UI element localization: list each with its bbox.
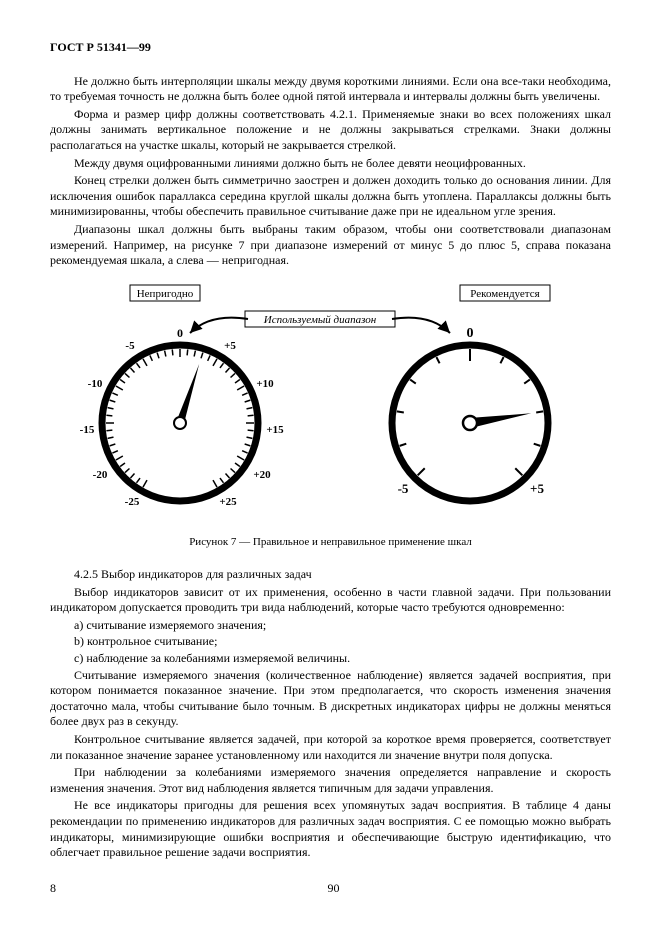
paragraph: Контрольное считывание является задачей,… bbox=[50, 732, 611, 763]
svg-text:+15: +15 bbox=[266, 424, 284, 436]
list-item-b: b) контрольное считывание; bbox=[50, 634, 611, 650]
svg-text:+5: +5 bbox=[530, 481, 544, 496]
paragraph: Форма и размер цифр должны соответствова… bbox=[50, 107, 611, 154]
paragraph: При наблюдении за колебаниями измеряемог… bbox=[50, 765, 611, 796]
page-number-left: 8 bbox=[50, 881, 56, 897]
svg-text:+5: +5 bbox=[224, 340, 236, 352]
svg-text:+20: +20 bbox=[253, 469, 271, 481]
svg-text:-5: -5 bbox=[125, 340, 135, 352]
label-used-range: Используемый диапазон bbox=[263, 314, 377, 326]
svg-text:0: 0 bbox=[467, 326, 474, 341]
page-number-center: 90 bbox=[328, 881, 340, 897]
paragraph: Не должно быть интерполяции шкалы между … bbox=[50, 74, 611, 105]
paragraph: Не все индикаторы пригодны для решения в… bbox=[50, 798, 611, 860]
svg-text:-5: -5 bbox=[398, 481, 409, 496]
paragraph: Конец стрелки должен быть симметрично за… bbox=[50, 173, 611, 220]
list-item-c: c) наблюдение за колебаниями измеряемой … bbox=[50, 651, 611, 667]
label-unsuitable: Непригодно bbox=[137, 288, 194, 300]
page-footer: 8 90 bbox=[50, 881, 611, 897]
figure-7: Непригодно Рекомендуется Используемый ди… bbox=[50, 283, 611, 523]
paragraph: Выбор индикаторов зависит от их применен… bbox=[50, 585, 611, 616]
left-gauge: -25 -20 -15 -10 -5 0 +5 +10 +15 +20 +25 bbox=[80, 326, 284, 508]
svg-text:-25: -25 bbox=[125, 496, 140, 508]
gauge-diagram: Непригодно Рекомендуется Используемый ди… bbox=[50, 283, 610, 523]
svg-text:+10: +10 bbox=[256, 378, 274, 390]
svg-text:-20: -20 bbox=[93, 469, 108, 481]
figure-caption: Рисунок 7 — Правильное и неправильное пр… bbox=[50, 535, 611, 549]
svg-text:+25: +25 bbox=[219, 496, 237, 508]
svg-text:-10: -10 bbox=[88, 378, 103, 390]
list-item-a: a) считывание измеряемого значения; bbox=[50, 618, 611, 634]
svg-text:-15: -15 bbox=[80, 424, 95, 436]
paragraph: Считывание измеряемого значения (количес… bbox=[50, 668, 611, 730]
paragraph: Между двумя оцифрованными линиями должно… bbox=[50, 156, 611, 172]
document-header: ГОСТ Р 51341—99 bbox=[50, 40, 611, 56]
section-heading: 4.2.5 Выбор индикаторов для различных за… bbox=[50, 567, 611, 583]
svg-text:0: 0 bbox=[177, 326, 183, 340]
paragraph: Диапазоны шкал должны быть выбраны таким… bbox=[50, 222, 611, 269]
label-recommended: Рекомендуется bbox=[470, 288, 539, 300]
right-gauge: -5 0 +5 bbox=[392, 326, 548, 501]
